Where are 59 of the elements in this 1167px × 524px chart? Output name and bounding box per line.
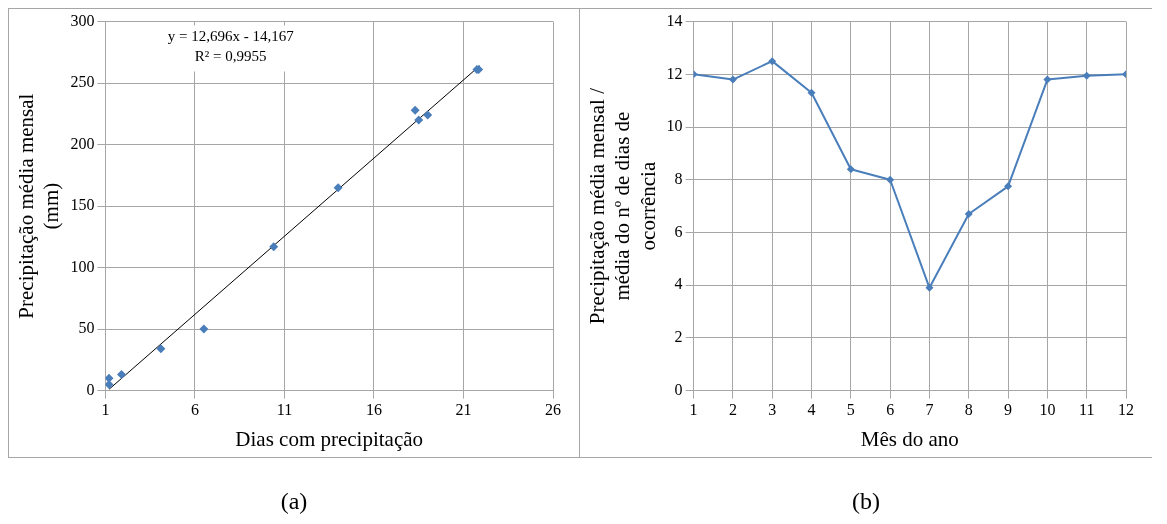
y-tick-label: 50 <box>78 319 95 337</box>
x-tick-label: 26 <box>545 401 561 419</box>
point <box>1043 75 1052 84</box>
y-tick-label: 4 <box>674 275 683 293</box>
x-tick-label: 1 <box>689 401 698 419</box>
point <box>199 324 209 334</box>
y-tick-label: 300 <box>70 11 95 29</box>
x-tick-label: 11 <box>276 401 293 419</box>
point <box>1082 71 1091 80</box>
point <box>410 105 420 115</box>
x-tick-label: 6 <box>886 401 895 419</box>
y-tick-label: 150 <box>70 196 95 214</box>
point <box>423 110 433 120</box>
point <box>269 242 279 252</box>
y-tick-label: 12 <box>666 64 683 82</box>
x-tick-label: 9 <box>1004 401 1013 419</box>
y-tick-label: 14 <box>666 11 683 29</box>
y-tick-label: 200 <box>70 134 95 152</box>
y-tick-label: 100 <box>70 257 95 275</box>
y-tick-label: 0 <box>674 380 683 398</box>
point <box>156 344 166 354</box>
x-tick-label: 7 <box>925 401 934 419</box>
x-tick-label: 1 <box>101 401 110 419</box>
annotation: R² = 0,9955 <box>194 48 267 65</box>
x-axis-title: Dias com precipitação <box>235 426 424 451</box>
point <box>807 88 816 97</box>
x-tick-label: 3 <box>768 401 777 419</box>
point <box>1004 182 1013 191</box>
y-tick-label: 8 <box>674 169 683 187</box>
y-tick-label: 6 <box>674 222 683 240</box>
annotation: y = 12,696x - 14,167 <box>167 28 295 45</box>
text: (b) <box>852 488 880 515</box>
y-tick-label: 10 <box>666 117 683 135</box>
x-axis-title: Mês do ano <box>860 426 959 451</box>
point <box>728 75 737 84</box>
point <box>117 370 127 380</box>
y-tick-label: 0 <box>86 380 95 398</box>
x-tick-label: 21 <box>455 401 472 419</box>
x-tick-label: 10 <box>1039 401 1056 419</box>
y-tick-label: 2 <box>674 328 683 346</box>
x-tick-label: 8 <box>964 401 973 419</box>
x-tick-label: 6 <box>190 401 199 419</box>
x-tick-label: 5 <box>846 401 855 419</box>
point <box>846 165 855 174</box>
point <box>414 115 424 125</box>
text: (a) <box>280 488 308 515</box>
point <box>964 210 973 219</box>
y-axis-title: Precipitação média mensal (mm) <box>14 93 64 319</box>
point <box>333 183 343 193</box>
point <box>925 283 934 292</box>
point <box>886 175 895 184</box>
x-tick-label: 11 <box>1078 401 1095 419</box>
point <box>768 57 777 66</box>
y-axis-title: Precipitação média mensal / média do nº de dias de ocorrência <box>585 87 660 325</box>
x-tick-label: 16 <box>365 401 382 419</box>
x-tick-label: 4 <box>807 401 816 419</box>
x-tick-label: 12 <box>1118 401 1134 419</box>
y-tick-label: 250 <box>70 73 95 91</box>
x-tick-label: 2 <box>728 401 737 419</box>
